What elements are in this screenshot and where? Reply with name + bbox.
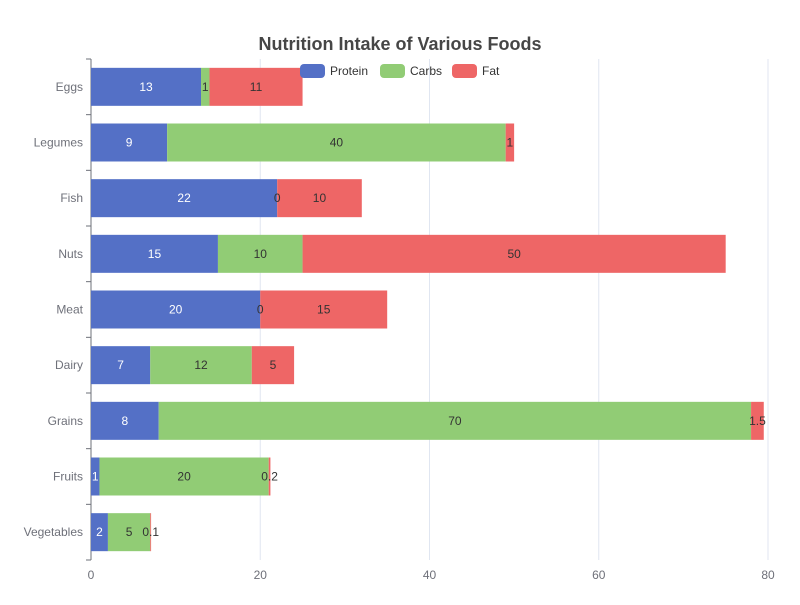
bar-segment[interactable] bbox=[505, 123, 515, 162]
bar-segment[interactable] bbox=[251, 346, 295, 385]
data-label: 2 bbox=[96, 525, 103, 539]
x-tick-label: 20 bbox=[254, 568, 268, 582]
data-label: 40 bbox=[330, 136, 344, 150]
bar-segment[interactable] bbox=[91, 457, 100, 496]
data-label: 1 bbox=[507, 136, 514, 150]
x-tick-label: 60 bbox=[592, 568, 606, 582]
legend-swatch bbox=[452, 64, 477, 78]
data-label: 20 bbox=[177, 470, 191, 484]
data-label: 1 bbox=[92, 470, 99, 484]
bar-segment[interactable] bbox=[260, 290, 388, 329]
y-tick-label: Legumes bbox=[34, 136, 83, 150]
y-tick-label: Meat bbox=[56, 303, 83, 317]
legend-item[interactable]: Carbs bbox=[380, 64, 442, 78]
data-label: 10 bbox=[254, 247, 268, 261]
data-label: 70 bbox=[448, 414, 462, 428]
y-tick-label: Grains bbox=[48, 414, 83, 428]
bar-segment[interactable] bbox=[209, 67, 303, 106]
bar-segment[interactable] bbox=[91, 234, 218, 273]
legend-swatch bbox=[380, 64, 405, 78]
bar-segment[interactable] bbox=[107, 513, 151, 552]
bar-segment[interactable] bbox=[277, 179, 362, 218]
data-label: 12 bbox=[194, 358, 208, 372]
y-tick-label: Nuts bbox=[58, 247, 83, 261]
data-label: 22 bbox=[177, 191, 191, 205]
bar-segment[interactable] bbox=[217, 234, 303, 273]
data-label: 9 bbox=[126, 136, 133, 150]
data-label: 8 bbox=[122, 414, 129, 428]
data-label: 1 bbox=[202, 80, 209, 94]
y-tick-label: Eggs bbox=[56, 80, 83, 94]
bar-segment[interactable] bbox=[751, 401, 764, 440]
y-tick-label: Dairy bbox=[55, 358, 83, 372]
data-label: 15 bbox=[317, 303, 331, 317]
bar-segment[interactable] bbox=[201, 67, 210, 106]
data-label: 0 bbox=[274, 191, 281, 205]
bar-segment[interactable] bbox=[91, 513, 108, 552]
data-label: 5 bbox=[126, 525, 133, 539]
data-label: 0.1 bbox=[142, 525, 159, 539]
bar-segment[interactable] bbox=[91, 67, 202, 106]
legend-item[interactable]: Protein bbox=[300, 64, 368, 78]
bar-segment[interactable] bbox=[91, 179, 278, 218]
bars bbox=[91, 67, 764, 552]
bar-segment[interactable] bbox=[91, 346, 151, 385]
data-labels: 2 5 0.1 1 20 0.2 8 70 1.5 7 12 5 20 0 15 15 10 50 22 0 10 9 40… bbox=[92, 80, 766, 539]
bar-segment[interactable] bbox=[91, 290, 261, 329]
data-label: 0.2 bbox=[261, 470, 278, 484]
x-tick-label: 40 bbox=[423, 568, 437, 582]
y-tick-label: Fish bbox=[60, 191, 83, 205]
legend-item[interactable]: Fat bbox=[452, 64, 500, 78]
chart-title: Nutrition Intake of Various Foods bbox=[258, 34, 541, 54]
data-label: 5 bbox=[270, 358, 277, 372]
bar-segment[interactable] bbox=[91, 123, 168, 162]
data-label: 1.5 bbox=[749, 414, 766, 428]
bar-segment[interactable] bbox=[167, 123, 506, 162]
legend-label: Fat bbox=[482, 64, 500, 78]
data-label: 13 bbox=[139, 80, 153, 94]
legend-label: Protein bbox=[330, 64, 368, 78]
data-label: 7 bbox=[117, 358, 124, 372]
legend-swatch bbox=[300, 64, 325, 78]
data-label: 10 bbox=[313, 191, 327, 205]
bar-segment[interactable] bbox=[91, 401, 159, 440]
data-label: 20 bbox=[169, 303, 183, 317]
bar-segment[interactable] bbox=[150, 346, 252, 385]
y-tick-label: Fruits bbox=[53, 470, 83, 484]
bar-segment[interactable] bbox=[150, 513, 152, 552]
bar-segment[interactable] bbox=[158, 401, 752, 440]
legend[interactable]: Protein Carbs Fat bbox=[300, 64, 500, 78]
x-tick-label: 0 bbox=[88, 568, 95, 582]
y-tick-label: Vegetables bbox=[24, 525, 83, 539]
data-label: 50 bbox=[507, 247, 521, 261]
bar-segment[interactable] bbox=[268, 457, 271, 496]
data-label: 15 bbox=[148, 247, 162, 261]
data-label: 11 bbox=[250, 80, 263, 94]
bar-segment[interactable] bbox=[302, 234, 726, 273]
legend-label: Carbs bbox=[410, 64, 442, 78]
bar-segment[interactable] bbox=[99, 457, 269, 496]
data-label: 0 bbox=[257, 303, 264, 317]
x-tick-label: 80 bbox=[761, 568, 775, 582]
